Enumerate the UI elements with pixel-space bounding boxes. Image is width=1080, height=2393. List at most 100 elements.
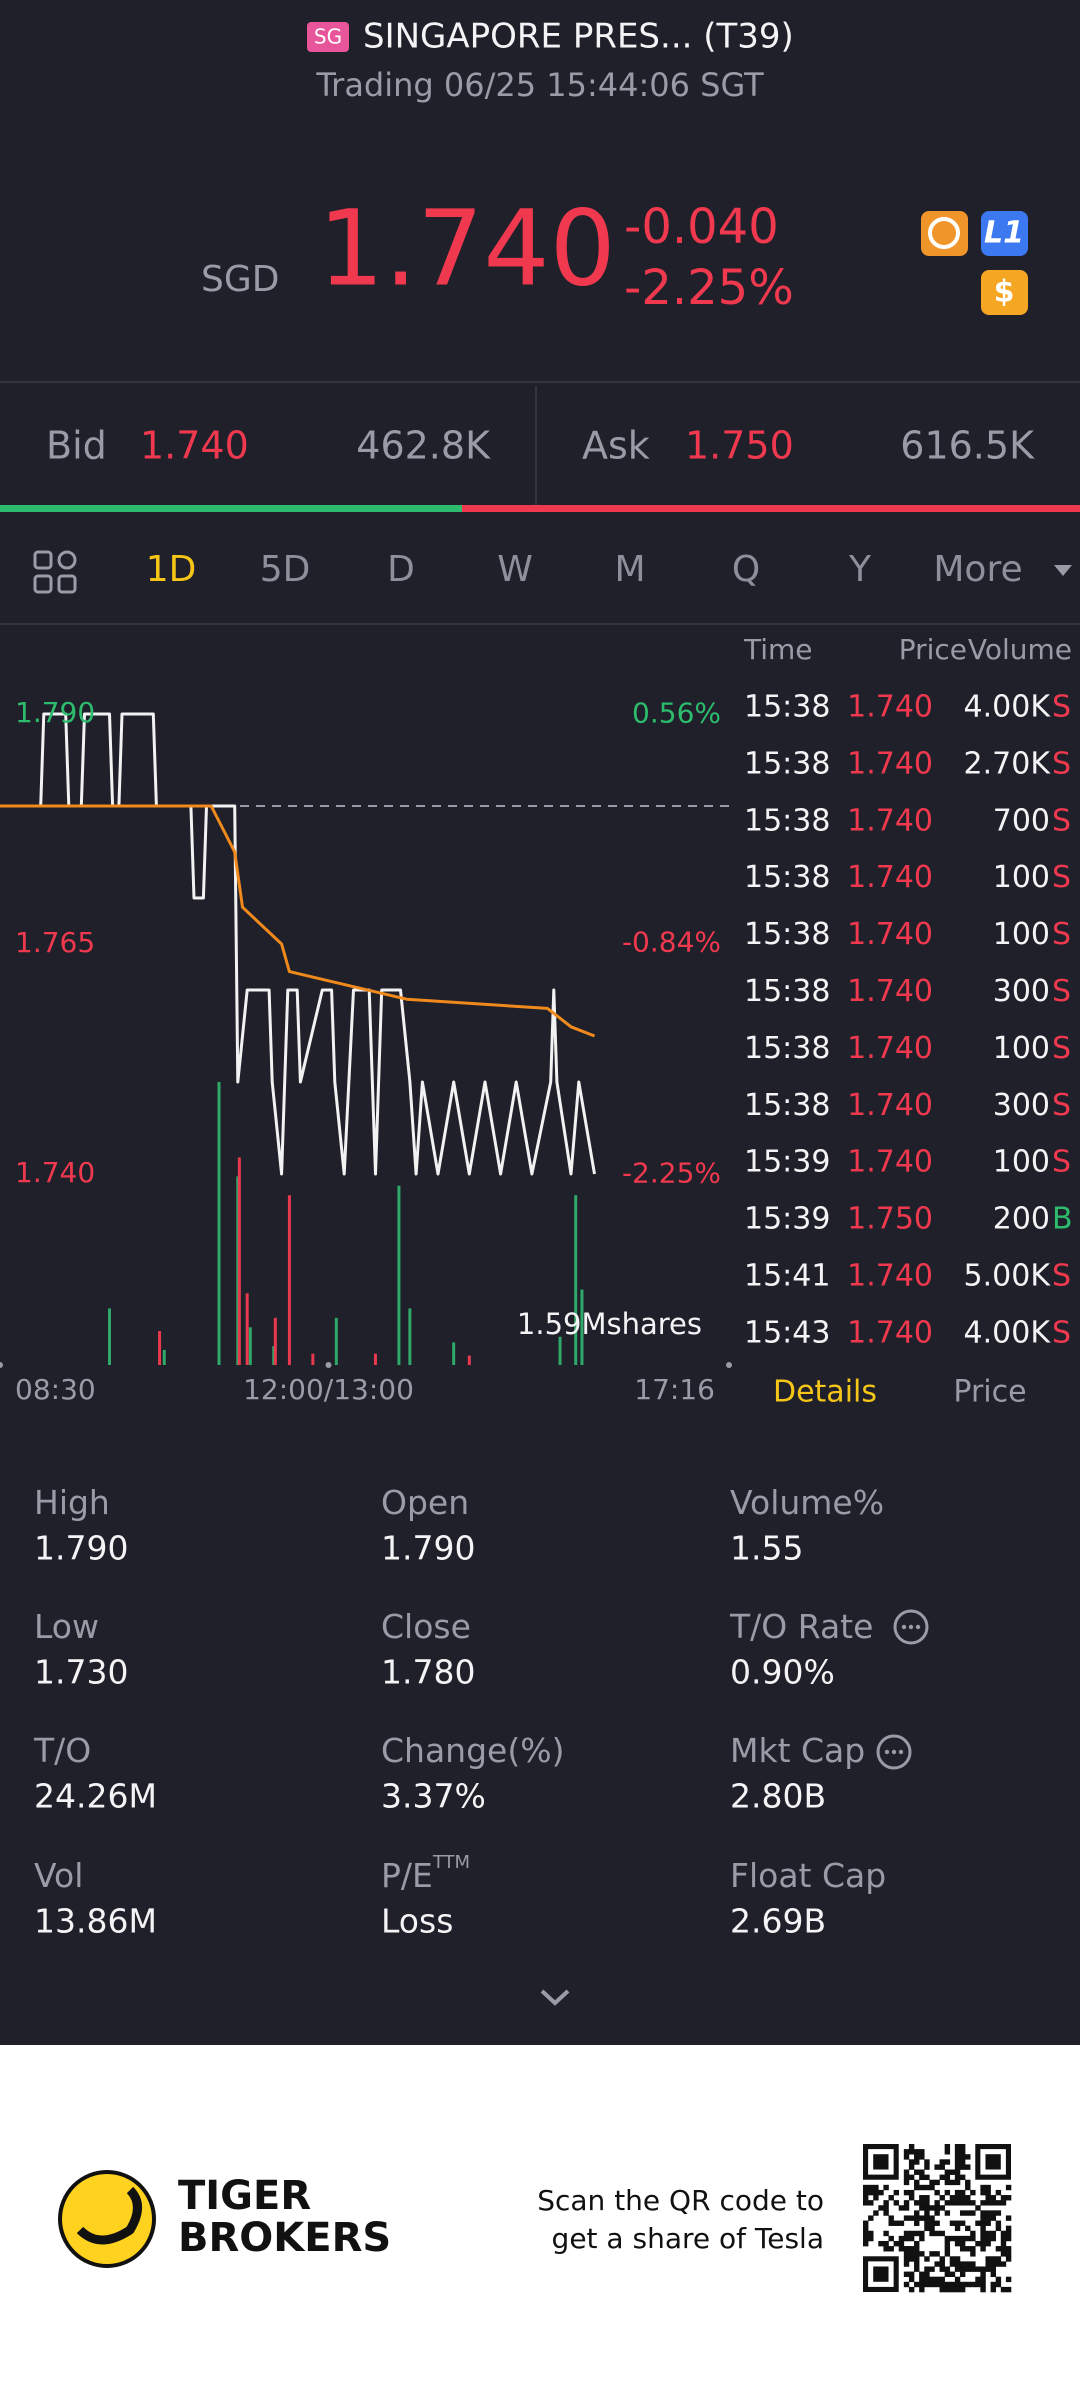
period-tab[interactable]: M [614, 549, 645, 590]
qr-module [939, 2205, 945, 2211]
qr-module [908, 2235, 915, 2242]
qr-module [954, 2189, 961, 2196]
qr-module [914, 2251, 920, 2257]
qr-module [914, 2200, 920, 2206]
y-tick-label: 1.765 [15, 926, 95, 959]
qr-module [980, 2184, 986, 2191]
info-icon[interactable] [876, 1734, 912, 1770]
qr-module [903, 2215, 910, 2221]
qr-module [929, 2184, 935, 2191]
info-icon-dot [891, 1749, 897, 1755]
qr-module [914, 2230, 920, 2237]
qr-module [868, 2230, 874, 2237]
qr-module [908, 2246, 915, 2252]
expand-chevron[interactable] [540, 1989, 570, 2006]
qr-module [914, 2220, 920, 2226]
x-tick-label: 08:30 [15, 1373, 96, 1406]
level-icon[interactable] [981, 211, 1028, 256]
qr-module [980, 2215, 986, 2221]
qr-module [863, 2184, 869, 2191]
qr-module [954, 2240, 961, 2247]
stat-label-text: Float Cap [730, 1856, 886, 1895]
currency-icon[interactable] [981, 270, 1028, 315]
qr-module [914, 2154, 920, 2160]
qr-module [1005, 2225, 1012, 2232]
qr-module [914, 2149, 920, 2155]
qr-module [934, 2220, 940, 2226]
qr-module [959, 2266, 966, 2272]
period-tab[interactable]: More [933, 549, 1022, 590]
qr-module [959, 2200, 966, 2206]
trade-time: 15:38 [744, 803, 830, 838]
qr-module [1000, 2200, 1007, 2206]
qr-module [919, 2184, 925, 2191]
period-tab[interactable]: 1D [146, 549, 197, 590]
qr-module [980, 2235, 986, 2242]
qr-module [949, 2286, 956, 2293]
info-icon[interactable] [893, 1609, 929, 1645]
trade-tab[interactable]: Details [773, 1375, 877, 1410]
trade-time: 15:38 [744, 860, 830, 895]
qr-module [919, 2281, 925, 2288]
ask-volume: 616.5K [900, 424, 1035, 468]
stat-label-text: P/E [381, 1856, 433, 1895]
trade-price: 1.740 [847, 1315, 933, 1350]
qr-module [954, 2200, 961, 2206]
trade-tab[interactable]: Price [953, 1375, 1026, 1410]
qr-module [903, 2256, 910, 2262]
trade-time: 15:38 [744, 746, 830, 781]
qr-module [959, 2281, 966, 2288]
qr-module [995, 2276, 1002, 2283]
qr-module [929, 2251, 935, 2257]
trade-volume: 200 [993, 1202, 1050, 1237]
stat-label: High [34, 1483, 110, 1522]
qr-module [863, 2220, 869, 2226]
qr-module [959, 2286, 966, 2293]
qr-module [965, 2154, 971, 2160]
qr-module [924, 2220, 930, 2226]
qr-module [985, 2256, 991, 2262]
qr-module [934, 2164, 940, 2170]
period-tab[interactable]: Y [848, 549, 872, 590]
qr-module [954, 2174, 961, 2181]
period-tab[interactable]: 5D [260, 549, 311, 590]
volume-bar [408, 1308, 412, 1365]
layout-icon[interactable] [33, 550, 77, 594]
stock-name: SINGAPORE PRES... (T39) [363, 17, 794, 57]
stat-value: 2.80B [730, 1777, 826, 1816]
qr-module [914, 2256, 920, 2262]
qr-module [954, 2149, 961, 2155]
trade-volume: 5.00K [964, 1259, 1052, 1294]
ask-strength-bar [462, 505, 1080, 512]
stat-value: 2.69B [730, 1902, 826, 1941]
stat-value: 0.90% [730, 1653, 835, 1692]
qr-module [898, 2246, 905, 2252]
period-tab[interactable]: W [497, 549, 533, 590]
volume-bar [272, 1346, 276, 1365]
period-tab[interactable]: D [387, 549, 415, 590]
qr-module [944, 2149, 951, 2155]
trade-price: 1.740 [847, 1259, 933, 1294]
qr-module [914, 2246, 920, 2252]
qr-module [954, 2276, 961, 2283]
qr-module [908, 2271, 915, 2277]
bid-label: Bid [46, 424, 107, 468]
period-tab[interactable]: Q [732, 549, 760, 590]
qr-module [995, 2281, 1002, 2288]
hk-icon-glyph [928, 217, 960, 249]
qr-module [944, 2159, 951, 2165]
qr-module [990, 2200, 996, 2206]
qr-module [939, 2164, 945, 2170]
trade-side: S [1052, 1315, 1071, 1350]
qr-module [863, 2230, 869, 2237]
qr-module [883, 2184, 889, 2191]
qr-module [954, 2266, 961, 2272]
trade-side: S [1052, 690, 1071, 725]
qr-code[interactable] [863, 2144, 1012, 2293]
stat-label: T/O Rate [729, 1607, 873, 1646]
qr-module [868, 2200, 874, 2206]
x-tick-label: 12:00/13:00 [243, 1373, 414, 1406]
qr-module [919, 2276, 925, 2283]
currency: SGD [201, 259, 279, 300]
qr-module [959, 2174, 966, 2181]
